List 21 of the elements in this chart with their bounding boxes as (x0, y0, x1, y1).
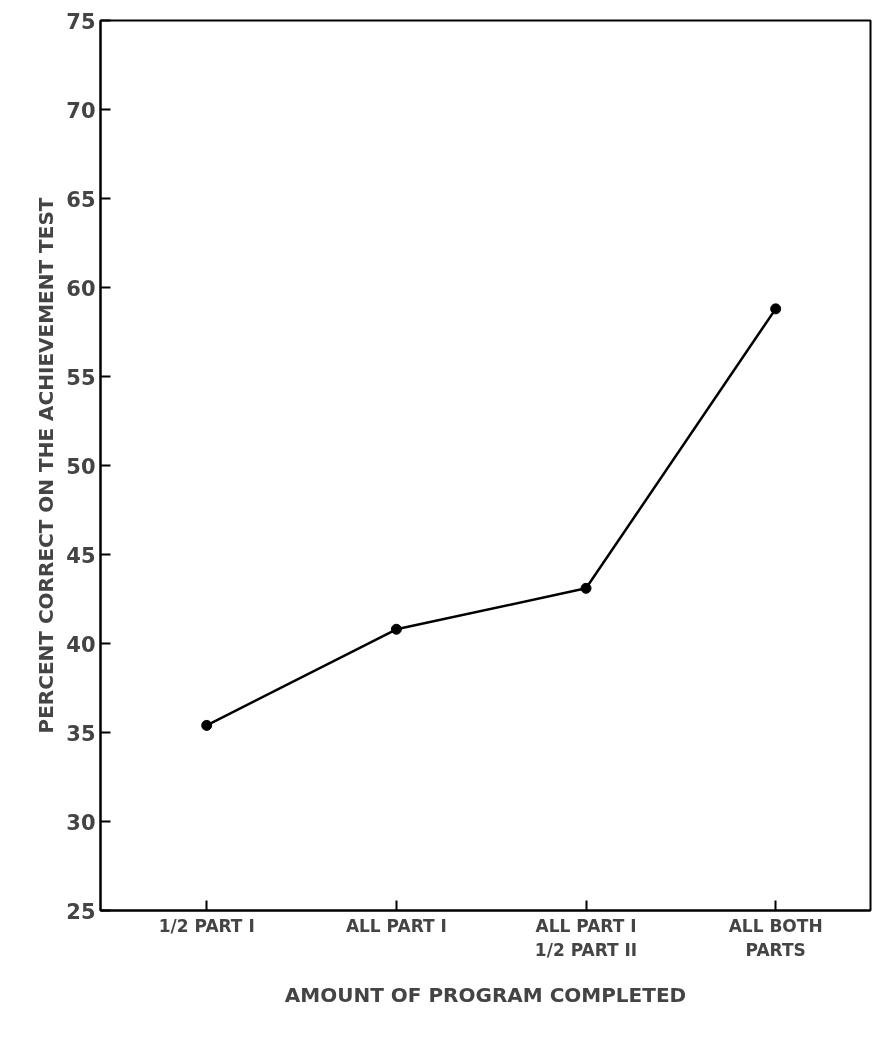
x-tick-label: ALL PART I (345, 915, 447, 936)
x-tick-label: ALL PART I 1/2 PART II (534, 915, 638, 960)
y-tick-label: 25 (66, 899, 96, 924)
y-tick-label: 65 (66, 187, 96, 212)
y-tick-label: 50 (66, 454, 96, 479)
point (390, 623, 402, 635)
y-tick-label: 75 (66, 9, 96, 34)
point (580, 582, 592, 594)
point (201, 719, 213, 731)
y-tick-label: 40 (66, 632, 96, 657)
y-tick-label: 30 (66, 810, 96, 835)
y-tick-label: 45 (66, 543, 96, 568)
point (770, 303, 782, 315)
y-axis-title: PERCENT CORRECT ON THE ACHIEVEMENT TEST (34, 197, 59, 734)
y-tick-label: 35 (66, 721, 96, 746)
y-tick-label: 55 (66, 365, 96, 390)
x-tick-label: 1/2 PART I (158, 915, 255, 936)
y-tick-label: 60 (66, 276, 96, 301)
x-axis-title: AMOUNT OF PROGRAM COMPLETED (284, 982, 687, 1007)
x-tick-label: ALL BOTH PARTS (728, 915, 823, 960)
y-tick-label: 70 (66, 98, 96, 123)
